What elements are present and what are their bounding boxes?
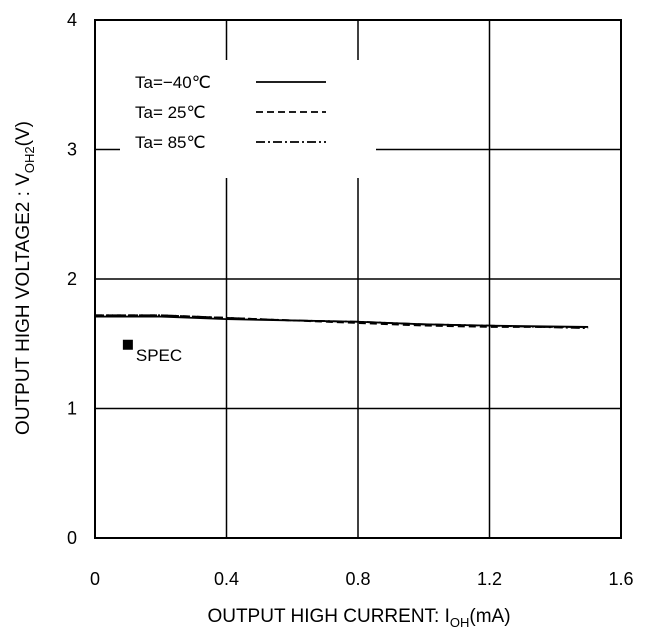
spec-marker [122,339,133,350]
series-line-3 [95,314,589,330]
legend: Ta=−40℃ Ta= 25℃ Ta= 85℃ [120,60,376,178]
y-tick-label: 2 [67,269,77,289]
legend-label-3: Ta= 85℃ [135,133,206,152]
y-tick-label: 1 [67,399,77,419]
legend-label-1: Ta=−40℃ [135,73,211,92]
series-line-1 [95,315,589,328]
plot-border [94,19,622,539]
y-axis-title: OUTPUT HIGH VOLTAGE2 : VOH2(V) [13,121,37,435]
x-tick-label: 0.4 [214,569,239,589]
x-tick-label: 0.8 [345,569,370,589]
y-tick-label: 3 [67,140,77,160]
spec-label: SPEC [136,346,182,365]
x-tick-label: 1.6 [608,569,633,589]
tick-layer: 0 0.4 0.8 1.2 1.6 0 1 2 3 4 [67,10,634,589]
series-layer [95,314,589,330]
annotations: SPEC [122,339,182,365]
x-axis-title: OUTPUT HIGH CURRENT: IOH(mA) [207,606,510,630]
plot-frame [94,19,622,539]
x-tick-label: 0 [90,569,100,589]
y-tick-label: 4 [67,10,77,30]
x-tick-label: 1.2 [477,569,502,589]
y-tick-label: 0 [67,528,77,548]
legend-label-2: Ta= 25℃ [135,103,206,122]
legend-background [120,60,376,178]
